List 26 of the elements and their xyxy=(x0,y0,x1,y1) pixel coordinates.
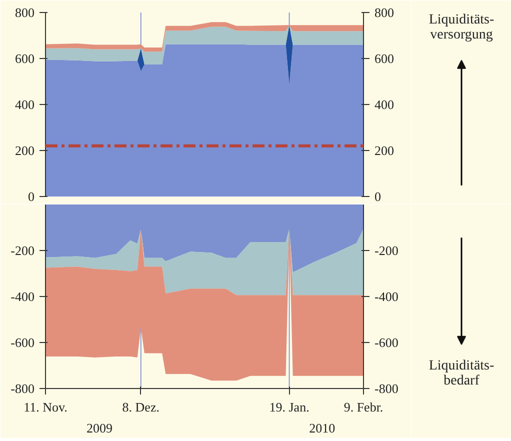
x-tick-label: 19. Jan. xyxy=(269,400,310,414)
y2-tick-label: 600 xyxy=(374,51,394,66)
y2-tick-label: 400 xyxy=(374,97,394,112)
text: Liquiditäts- versorgung xyxy=(428,12,494,42)
x-tick-label: 9. Febr. xyxy=(344,400,384,414)
y-tick-label: 200 xyxy=(15,143,34,158)
y2-tick-label: -200 xyxy=(374,243,398,258)
x-tick-label: 8. Dez. xyxy=(122,400,160,414)
y-tick-label: -800 xyxy=(10,381,35,396)
y-tick-label: -600 xyxy=(10,335,35,350)
y2-tick-label: 800 xyxy=(374,5,394,20)
y-tick-label: 0 xyxy=(28,189,34,204)
y2-tick-label: -400 xyxy=(374,289,398,304)
text: Liquiditäts- bedarf xyxy=(428,358,494,388)
text: 2010 xyxy=(309,420,336,436)
text: 2009 xyxy=(86,420,113,436)
y2-tick-label: 200 xyxy=(374,143,394,158)
y2-tick-label: 0 xyxy=(374,189,381,204)
y-tick-label: 600 xyxy=(15,51,34,66)
y2-tick-label: -600 xyxy=(374,335,398,350)
y-tick-label: 800 xyxy=(15,5,34,20)
y-tick-label: -400 xyxy=(10,289,35,304)
y-tick-label: -200 xyxy=(10,243,35,258)
x-tick-label: 11. Nov. xyxy=(24,400,68,414)
y2-tick-label: -800 xyxy=(374,381,398,396)
y-tick-label: 400 xyxy=(15,97,34,112)
